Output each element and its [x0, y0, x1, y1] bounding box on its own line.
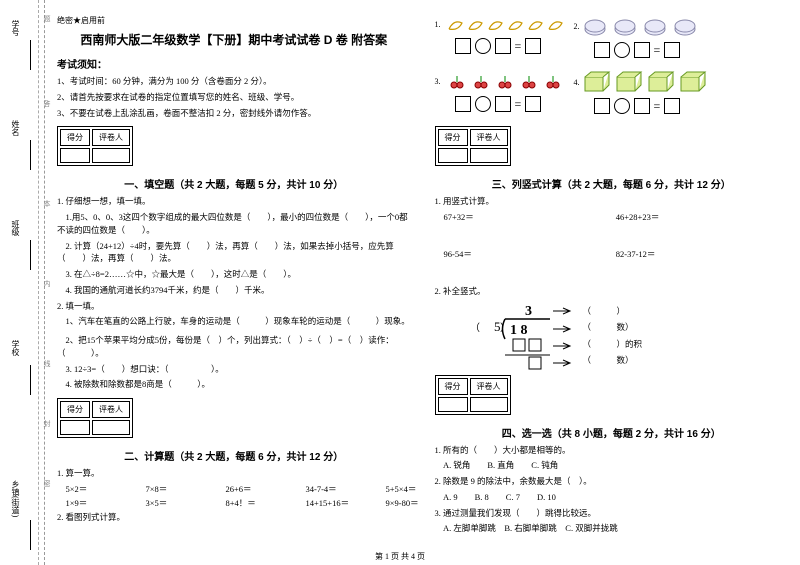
cut-mark: 答 [42, 100, 52, 107]
calc-row: 1×9＝ 3×5＝ 8+4！＝ 14+15+16＝ 9×9-80＝ [66, 497, 411, 509]
reviewer-cell: 评卷人 [470, 378, 508, 395]
cut-mark: 密 [42, 480, 52, 487]
calc-item: 46+28+23＝ [616, 211, 788, 223]
calc-item: 67+32＝ [444, 211, 616, 223]
sidebar-label-class: 班级 [10, 220, 21, 236]
binding-sidebar: 学号 姓名 班级 学校 乡镇(街道) 题 答 本 内 线 封 密 [0, 0, 45, 565]
q-item: 2、把15个苹果平均分成5份，每份是（ ）个，列出算式：（ ）÷（ ）=（ ）读… [57, 334, 411, 360]
q-item: 1.用5、0、0、3这四个数字组成的最大四位数是（ ），最小的四位数是（ ），一… [57, 211, 411, 237]
label: （ 数） [583, 319, 643, 335]
reviewer-cell: 评卷人 [92, 129, 130, 146]
score-box: 得分评卷人 [435, 375, 511, 415]
calc-item: 96-54＝ [444, 248, 616, 260]
q-head: 2. 看图列式计算。 [57, 511, 411, 524]
cut-mark: 题 [42, 15, 52, 22]
svg-text:5: 5 [494, 319, 501, 334]
division-diagram: 3 （ ） 1 8 5 [455, 301, 575, 371]
cut-mark: 线 [42, 360, 52, 367]
reviewer-cell: 评卷人 [92, 401, 130, 418]
box-icon [583, 71, 713, 93]
q-item: 4. 被除数和除数都是8商是（ ）。 [57, 378, 411, 391]
calc-item: 8+4！＝ [226, 497, 286, 509]
reviewer-cell: 评卷人 [470, 129, 508, 146]
score-cell: 得分 [60, 401, 90, 418]
banana-icon [444, 15, 564, 33]
q-item: 4. 我国的通航河道长约3794千米，约是（ ）千米。 [57, 284, 411, 297]
calc-item: 34-7-4＝ [306, 483, 366, 495]
label: （ ）的积 [583, 336, 643, 352]
calc-item: 3×5＝ [146, 497, 206, 509]
notice-item: 2、请首先按要求在试卷的指定位置填写您的姓名、班级、学号。 [57, 91, 411, 104]
cherry-icon [444, 71, 564, 91]
sidebar-label-id: 学号 [10, 20, 21, 36]
q1-head: 1. 仔细想一想，填一填。 [57, 195, 411, 208]
cut-mark: 本 [42, 200, 52, 207]
notice-head: 考试须知： [57, 56, 411, 71]
section-4-title: 四、选一选（共 8 小题，每题 2 分，共计 16 分） [435, 425, 789, 440]
q-item: 3. 12÷3=（ ）想口诀：（ ）。 [57, 363, 411, 376]
score-box: 得分评卷人 [435, 126, 511, 166]
picture-q1: 1. = [435, 15, 564, 66]
notice-item: 1、考试时间：60 分钟，满分为 100 分（含卷面分 2 分）。 [57, 75, 411, 88]
picture-q2: 2. = [574, 15, 713, 66]
picture-q3: 3. = [435, 71, 564, 122]
q-item: 2. 除数是 9 的除法中，余数最大是（ ）。 [435, 475, 789, 488]
q2-head: 2. 填一填。 [57, 300, 411, 313]
right-column: 1. = 2. [423, 0, 800, 565]
svg-text:1 8: 1 8 [510, 323, 528, 338]
notice-item: 3、不要在试卷上乱涂乱画，卷面不整洁扣 2 分，密封线外请勿作答。 [57, 107, 411, 120]
calc-item: 7×8＝ [146, 483, 206, 495]
label: （ 数） [583, 352, 643, 368]
score-cell: 得分 [438, 378, 468, 395]
score-cell: 得分 [438, 129, 468, 146]
cut-mark: 内 [42, 280, 52, 287]
sidebar-label-district: 乡镇(街道) [10, 480, 21, 517]
q-item: 1. 所有的（ ）大小都是相等的。 [435, 444, 789, 457]
q-item: 3. 通过测量我们发现（ ）跳得比较远。 [435, 507, 789, 520]
q-item: 1、汽车在笔直的公路上行驶，车身的运动是（ ）现象车轮的运动是（ ）现象。 [57, 315, 411, 328]
page-footer: 第 1 页 共 4 页 [0, 551, 800, 562]
score-box: 得分评卷人 [57, 126, 133, 166]
q-item: 3. 在△÷8=2……☆中，☆最大是（ ），这时△是（ ）。 [57, 268, 411, 281]
calc-item: 14+15+16＝ [306, 497, 366, 509]
q-head: 2. 补全竖式。 [435, 285, 789, 298]
q-head: 1. 算一算。 [57, 467, 411, 480]
q-head: 1. 用竖式计算。 [435, 195, 789, 208]
cut-mark: 封 [42, 420, 52, 427]
picture-q4: 4. = [574, 71, 713, 122]
q-item: A. 左脚单脚跳 B. 右脚单脚跳 C. 双脚并拢跳 [435, 522, 789, 535]
calc-row: 5×2＝ 7×8＝ 26+6＝ 34-7-4＝ 5+5×4＝ [66, 483, 411, 495]
calc-item: 1×9＝ [66, 497, 126, 509]
score-cell: 得分 [60, 129, 90, 146]
q-item: 2. 计算（24+12）÷4时，要先算（ ）法，再算（ ）法，如果去掉小括号，应… [57, 240, 411, 266]
section-3-title: 三、列竖式计算（共 2 大题，每题 6 分，共计 12 分） [435, 176, 789, 191]
exam-title: 西南师大版二年级数学【下册】期中考试试卷 D 卷 附答案 [57, 31, 411, 48]
section-2-title: 二、计算题（共 2 大题，每题 6 分，共计 12 分） [57, 448, 411, 463]
calc-item: 26+6＝ [226, 483, 286, 495]
calc-item: 82-37-12＝ [616, 248, 788, 260]
calc-item: 5×2＝ [66, 483, 126, 495]
sidebar-label-name: 姓名 [10, 120, 21, 136]
secret-label: 绝密★启用前 [57, 15, 411, 26]
q-item: A. 锐角 B. 直角 C. 钝角 [435, 459, 789, 472]
sidebar-label-school: 学校 [10, 340, 21, 356]
score-box: 得分评卷人 [57, 398, 133, 438]
section-1-title: 一、填空题（共 2 大题，每题 5 分，共计 10 分） [57, 176, 411, 191]
left-column: 绝密★启用前 西南师大版二年级数学【下册】期中考试试卷 D 卷 附答案 考试须知… [45, 0, 423, 565]
disc-icon [583, 15, 713, 37]
svg-text:3: 3 [525, 304, 532, 319]
svg-text:（ ）: （ ） [470, 322, 510, 334]
q-item: A. 9 B. 8 C. 7 D. 10 [435, 491, 789, 504]
